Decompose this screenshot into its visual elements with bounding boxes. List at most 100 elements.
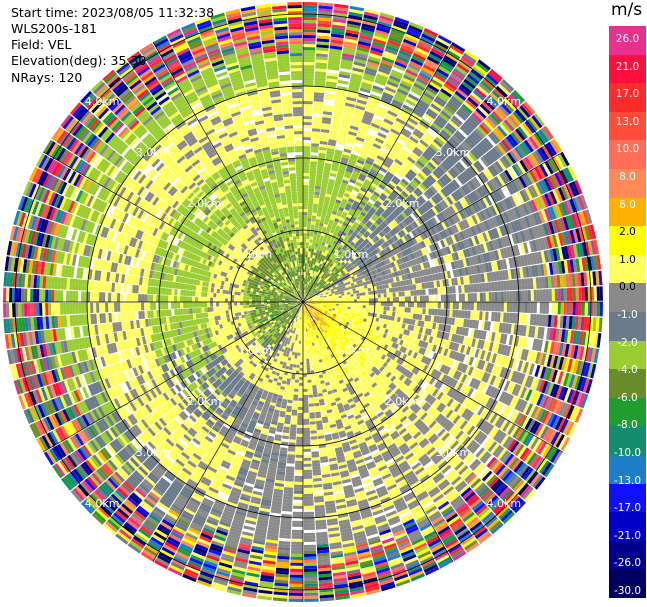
velocity-gate: [328, 139, 337, 144]
velocity-gate: [404, 302, 408, 308]
velocity-gate: [439, 63, 453, 73]
velocity-gate: [358, 128, 368, 134]
velocity-gate: [320, 244, 325, 249]
velocity-gate: [347, 87, 359, 94]
velocity-gate: [364, 70, 377, 77]
velocity-gate: [423, 27, 439, 37]
velocity-gate: [307, 295, 310, 298]
velocity-gate: [396, 170, 405, 178]
velocity-gate: [315, 59, 328, 64]
velocity-gate: [327, 269, 331, 273]
velocity-gate: [333, 220, 339, 226]
velocity-gate: [319, 192, 326, 197]
velocity-gate: [366, 134, 376, 140]
velocity-gate: [428, 105, 440, 115]
velocity-gate: [323, 277, 327, 281]
velocity-gate: [356, 302, 360, 305]
velocity-gate: [304, 272, 306, 276]
velocity-gate: [339, 125, 349, 131]
velocity-gate: [346, 136, 356, 142]
velocity-gate: [341, 295, 345, 298]
velocity-gate: [310, 224, 315, 228]
velocity-gate: [305, 278, 307, 282]
velocity-gate: [387, 133, 397, 141]
velocity-gate: [371, 44, 385, 51]
velocity-gate: [305, 272, 308, 276]
velocity-gate: [410, 166, 419, 175]
velocity-gate: [334, 180, 342, 185]
velocity-gate: [354, 58, 367, 65]
velocity-gate: [377, 105, 388, 113]
velocity-gate: [348, 128, 358, 134]
velocity-gate: [414, 162, 423, 170]
velocity-gate: [488, 302, 492, 312]
velocity-gate: [352, 203, 359, 209]
velocity-gate: [309, 293, 312, 296]
velocity-gate: [325, 271, 329, 276]
velocity-gate: [352, 231, 358, 237]
velocity-gate: [376, 172, 385, 179]
velocity-gate: [393, 187, 401, 195]
velocity-gate: [380, 302, 384, 306]
velocity-gate: [416, 289, 420, 296]
velocity-gate: [337, 246, 342, 251]
velocity-gate: [353, 307, 357, 311]
velocity-gate: [351, 116, 362, 122]
velocity-gate: [345, 29, 360, 35]
velocity-gate: [312, 255, 316, 259]
velocity-gate: [306, 287, 309, 291]
velocity-gate: [329, 229, 335, 234]
velocity-gate: [323, 303, 327, 305]
velocity-gate: [454, 90, 467, 101]
velocity-gate: [352, 67, 365, 73]
velocity-gate: [306, 284, 309, 288]
velocity-gate: [313, 271, 317, 275]
velocity-gate: [396, 156, 405, 164]
velocity-gate: [346, 165, 354, 171]
velocity-gate: [313, 104, 323, 108]
velocity-gate: [434, 302, 438, 309]
velocity-gate: [313, 200, 319, 205]
velocity-gate: [303, 62, 315, 66]
velocity-gate: [353, 299, 357, 302]
velocity-gate: [322, 111, 333, 116]
velocity-gate: [368, 302, 372, 306]
velocity-gate: [361, 148, 370, 154]
velocity-gate: [319, 140, 328, 145]
velocity-gate: [308, 197, 314, 201]
velocity-gate: [355, 226, 362, 232]
velocity-gate: [303, 32, 316, 36]
velocity-gate: [379, 12, 395, 20]
velocity-gate: [375, 200, 382, 207]
velocity-gate: [440, 294, 444, 302]
velocity-gate: [305, 287, 307, 291]
velocity-gate: [336, 174, 344, 180]
velocity-gate: [311, 242, 316, 247]
velocity-gate: [355, 181, 363, 187]
velocity-gate: [328, 136, 338, 141]
velocity-gate: [398, 291, 402, 297]
velocity-gate: [340, 201, 347, 206]
velocity-gate: [307, 212, 312, 216]
velocity-gate: [359, 221, 365, 228]
velocity-gate: [334, 255, 339, 260]
velocity-gate: [393, 96, 405, 104]
velocity-gate: [353, 145, 362, 151]
velocity-gate: [380, 306, 384, 311]
velocity-gate: [307, 218, 312, 222]
velocity-gate: [345, 99, 356, 105]
velocity-gate: [452, 115, 463, 126]
velocity-gate: [468, 71, 482, 83]
velocity-gate: [394, 311, 399, 317]
velocity-gate: [330, 213, 336, 218]
velocity-gate: [341, 293, 345, 296]
velocity-gate: [319, 198, 325, 203]
velocity-gate: [375, 137, 384, 144]
velocity-gate: [557, 288, 561, 301]
velocity-gate: [333, 186, 340, 191]
velocity-gate: [338, 131, 348, 137]
velocity-gate: [303, 23, 317, 27]
velocity-gate: [306, 278, 308, 282]
velocity-gate: [314, 188, 321, 193]
velocity-gate: [427, 145, 437, 155]
